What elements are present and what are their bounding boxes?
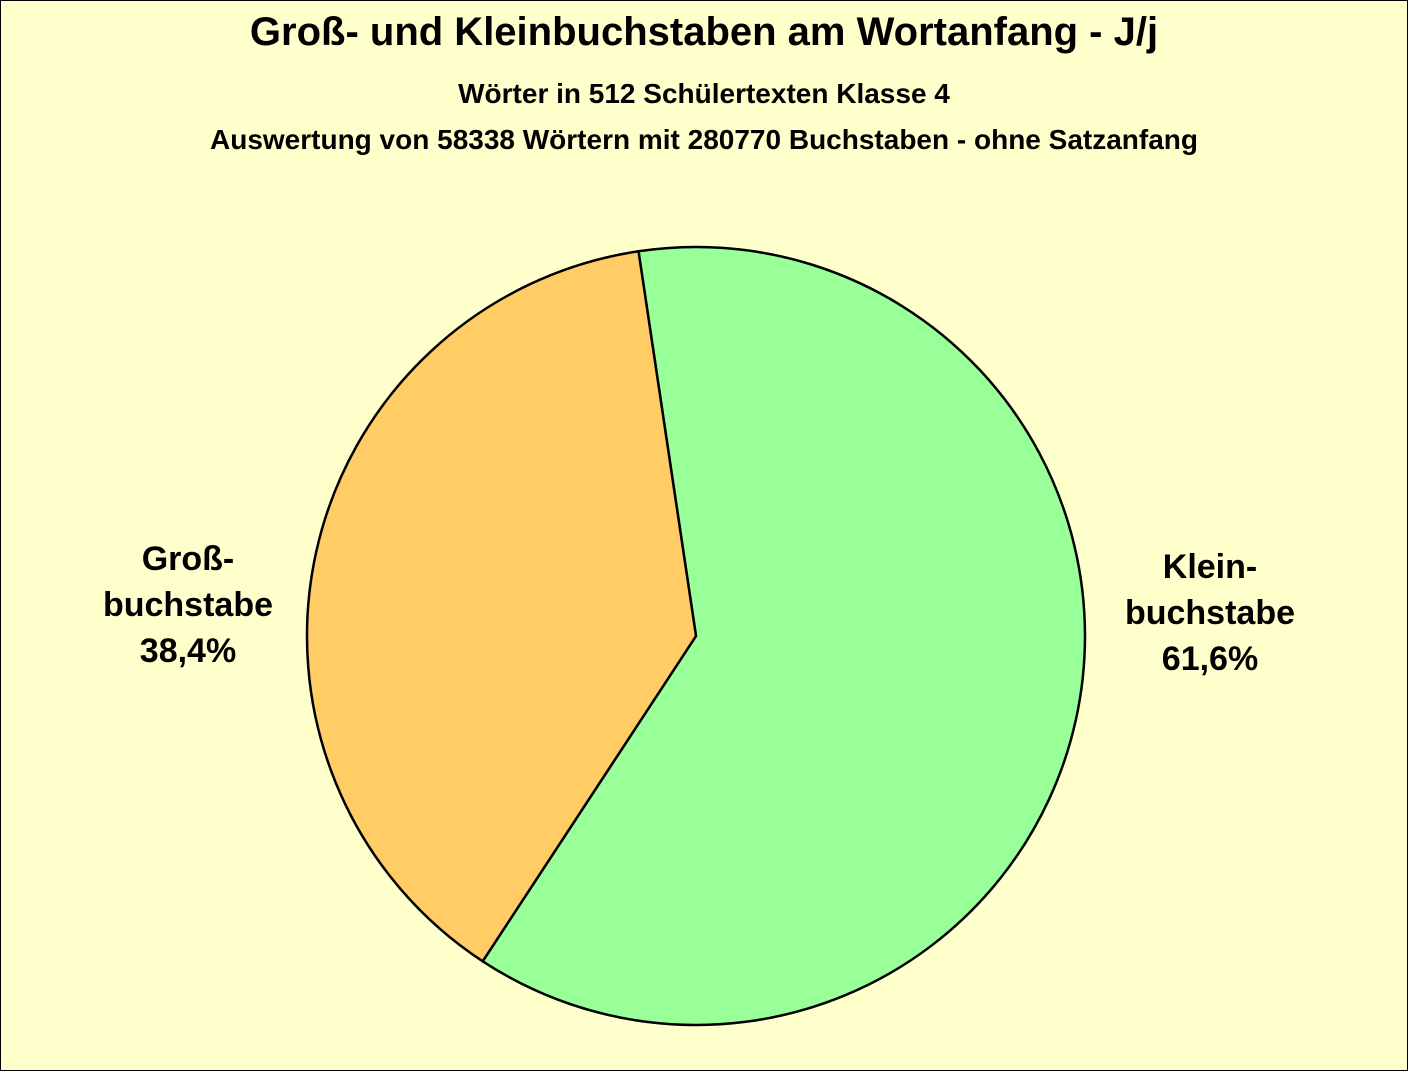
slice-label-line: Klein- bbox=[1163, 548, 1257, 586]
slice-label-line: Groß- bbox=[142, 540, 235, 578]
chart-subtitle-2: Auswertung von 58338 Wörtern mit 280770 … bbox=[210, 124, 1198, 155]
slice-label-0: Klein-buchstabe 61,6% bbox=[1125, 548, 1295, 678]
pie-slice-0 bbox=[481, 245, 1087, 1027]
pie-slices bbox=[305, 245, 1087, 1027]
slice-label-line: buchstabe bbox=[103, 586, 273, 624]
slice-label-1: Groß-buchstabe 38,4% bbox=[103, 540, 273, 670]
pie-labels: Klein-buchstabe 61,6% Groß-buchstabe 38,4% bbox=[103, 540, 1295, 678]
slice-label-line: buchstabe bbox=[1125, 594, 1295, 632]
slice-label-line: 38,4% bbox=[140, 632, 236, 670]
slice-label-line: 61,6% bbox=[1162, 640, 1258, 678]
chart-subtitle: Wörter in 512 Schülertexten Klasse 4 bbox=[458, 78, 950, 109]
chart-title: Groß- und Kleinbuchstaben am Wortanfang … bbox=[249, 10, 1159, 54]
pie-slice-1 bbox=[305, 250, 698, 963]
